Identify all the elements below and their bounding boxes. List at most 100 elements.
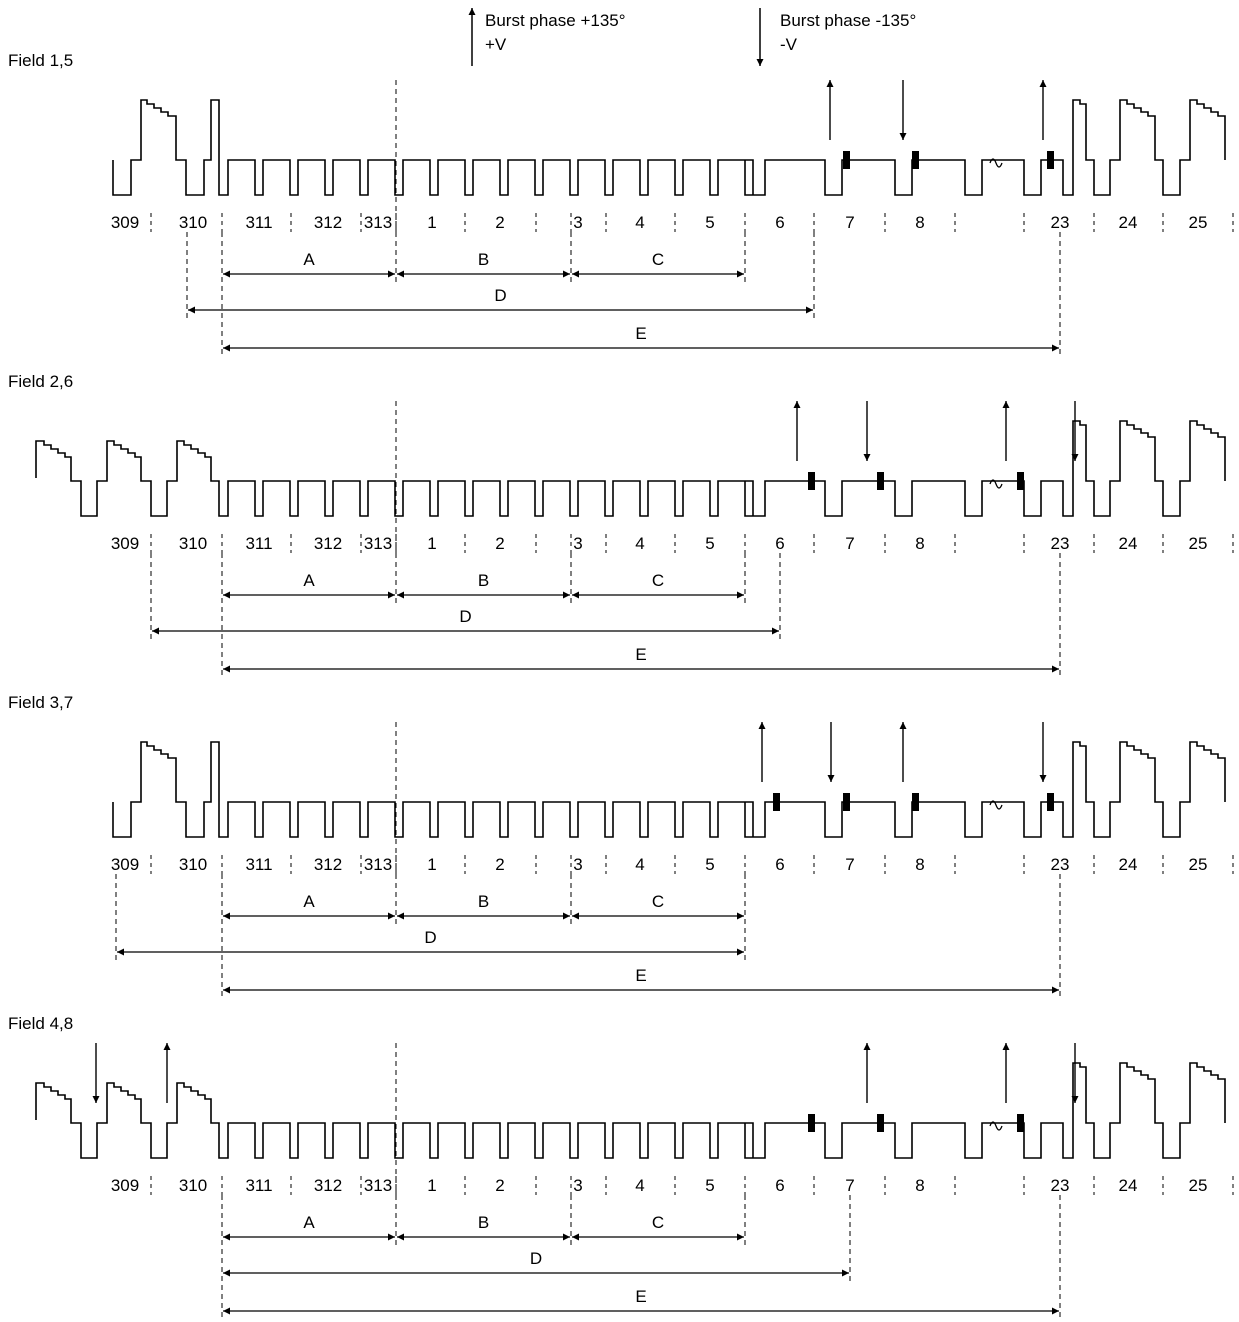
sync-waveform (112, 741, 1226, 838)
line-number: 6 (775, 1176, 784, 1195)
burst-marker (843, 151, 850, 169)
line-number: 25 (1189, 534, 1208, 553)
interval-label: E (635, 324, 646, 343)
interval-label: D (459, 607, 471, 626)
line-number: 7 (845, 534, 854, 553)
legend-up-line2: +V (485, 35, 507, 54)
line-number: 311 (245, 534, 272, 553)
line-number: 3 (573, 213, 582, 232)
interval-label: C (652, 250, 664, 269)
interval-label: A (303, 1213, 315, 1232)
burst-marker (877, 1114, 884, 1132)
line-number: 309 (111, 213, 139, 232)
line-number: 312 (314, 213, 342, 232)
line-number: 2 (495, 1176, 504, 1195)
line-number: 8 (915, 534, 924, 553)
interval-label: B (478, 892, 489, 911)
interval-label: C (652, 571, 664, 590)
interval-label: D (530, 1249, 542, 1268)
burst-marker (843, 793, 850, 811)
interval-label: D (424, 928, 436, 947)
line-number: 1 (427, 1176, 436, 1195)
line-number: 310 (179, 1176, 207, 1195)
line-number: 311 (245, 855, 272, 874)
line-number: 2 (495, 213, 504, 232)
line-number: 3 (573, 855, 582, 874)
sync-waveform (35, 1062, 1226, 1159)
interval-label: E (635, 1287, 646, 1306)
line-number: 24 (1119, 855, 1138, 874)
line-number: 7 (845, 855, 854, 874)
burst-marker (808, 1114, 815, 1132)
line-number: 25 (1189, 855, 1208, 874)
line-number: 309 (111, 1176, 139, 1195)
break-symbol-icon (989, 1121, 1003, 1131)
sync-waveform (112, 99, 1226, 196)
field-label: Field 2,6 (8, 372, 73, 391)
line-number: 23 (1051, 855, 1070, 874)
line-number: 313 (364, 1176, 392, 1195)
field-block-3: Field 3,7 309 310 311 312 313 1 2 3 4 5 6 7 8 23 24 25A… (8, 693, 1234, 997)
line-number: 310 (179, 213, 207, 232)
sync-waveform (35, 420, 1226, 517)
line-number: 2 (495, 855, 504, 874)
line-number: 1 (427, 213, 436, 232)
line-number: 312 (314, 1176, 342, 1195)
line-number: 311 (245, 213, 272, 232)
field-block-2: Field 2,6 309 310 311 312 313 1 2 3 4 5 6 7 8 23 24 25A… (8, 372, 1234, 676)
interval-label: B (478, 1213, 489, 1232)
line-number: 3 (573, 534, 582, 553)
interval-label: B (478, 250, 489, 269)
line-number: 1 (427, 855, 436, 874)
line-number: 4 (635, 534, 644, 553)
line-number: 25 (1189, 1176, 1208, 1195)
line-number: 5 (705, 1176, 714, 1195)
line-number: 6 (775, 855, 784, 874)
line-number: 7 (845, 1176, 854, 1195)
line-number: 24 (1119, 1176, 1138, 1195)
burst-marker (1047, 151, 1054, 169)
line-number: 6 (775, 213, 784, 232)
burst-marker (912, 151, 919, 169)
field-label: Field 1,5 (8, 51, 73, 70)
break-symbol-icon (989, 800, 1003, 810)
field-label: Field 4,8 (8, 1014, 73, 1033)
line-number: 5 (705, 534, 714, 553)
line-number: 310 (179, 855, 207, 874)
interval-label: D (494, 286, 506, 305)
break-symbol-icon (989, 479, 1003, 489)
line-number: 312 (314, 855, 342, 874)
break-symbol-icon (989, 158, 1003, 168)
interval-label: A (303, 250, 315, 269)
line-number: 313 (364, 855, 392, 874)
legend-up-line1: Burst phase +135° (485, 11, 626, 30)
legend-down-line1: Burst phase -135° (780, 11, 916, 30)
line-number: 310 (179, 534, 207, 553)
line-number: 311 (245, 1176, 272, 1195)
interval-label: C (652, 1213, 664, 1232)
line-number: 24 (1119, 534, 1138, 553)
line-number: 23 (1051, 1176, 1070, 1195)
line-number: 5 (705, 855, 714, 874)
line-number: 3 (573, 1176, 582, 1195)
line-number: 4 (635, 213, 644, 232)
line-number: 309 (111, 855, 139, 874)
line-number: 313 (364, 213, 392, 232)
line-number: 25 (1189, 213, 1208, 232)
burst-marker (773, 793, 780, 811)
line-number: 5 (705, 213, 714, 232)
burst-marker (1017, 1114, 1024, 1132)
line-number: 6 (775, 534, 784, 553)
interval-label: E (635, 645, 646, 664)
interval-label: B (478, 571, 489, 590)
line-number: 24 (1119, 213, 1138, 232)
burst-marker (1017, 472, 1024, 490)
burst-marker (877, 472, 884, 490)
line-number: 1 (427, 534, 436, 553)
burst-marker (1047, 793, 1054, 811)
interval-label: A (303, 571, 315, 590)
interval-label: A (303, 892, 315, 911)
line-number: 8 (915, 855, 924, 874)
line-number: 313 (364, 534, 392, 553)
